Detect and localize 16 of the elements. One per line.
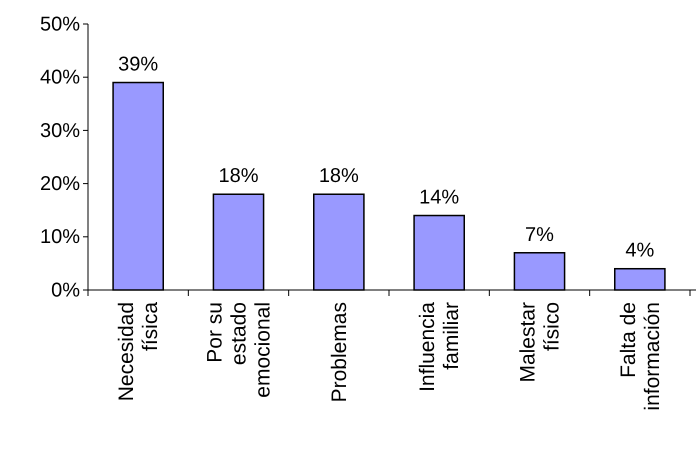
- y-tick-label: 30%: [40, 120, 80, 142]
- y-tick-label: 20%: [40, 173, 80, 195]
- y-tick-label: 40%: [40, 66, 80, 89]
- y-tick-label: 0%: [51, 279, 80, 302]
- y-tick-label: 10%: [40, 226, 80, 248]
- data-label: 14%: [419, 186, 460, 209]
- x-tick-label: Malestar físico: [516, 302, 564, 383]
- data-label: 4%: [625, 240, 655, 262]
- data-label: 18%: [218, 165, 259, 188]
- x-tick-label: Problemas: [328, 302, 351, 402]
- data-label: 18%: [318, 165, 360, 188]
- data-label: 7%: [525, 224, 554, 246]
- x-tick-label: Influencia familiar: [416, 302, 464, 392]
- y-tick-label: 50%: [40, 13, 80, 36]
- x-tick-label: Necesidad física: [115, 302, 162, 402]
- data-label: 39%: [118, 54, 158, 76]
